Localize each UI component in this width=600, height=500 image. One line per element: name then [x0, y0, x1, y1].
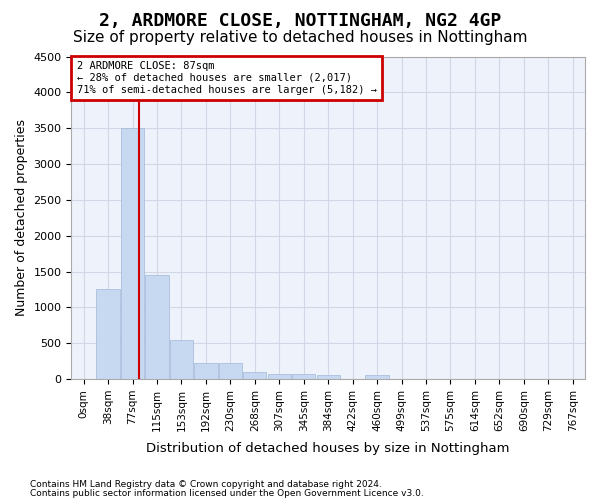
Bar — [292, 374, 316, 379]
Bar — [145, 275, 169, 379]
Bar — [97, 290, 120, 379]
Bar — [365, 376, 389, 379]
Bar — [170, 340, 193, 379]
Text: 2, ARDMORE CLOSE, NOTTINGHAM, NG2 4GP: 2, ARDMORE CLOSE, NOTTINGHAM, NG2 4GP — [99, 12, 501, 30]
Bar — [121, 128, 144, 379]
Text: 2 ARDMORE CLOSE: 87sqm
← 28% of detached houses are smaller (2,017)
71% of semi-: 2 ARDMORE CLOSE: 87sqm ← 28% of detached… — [77, 62, 377, 94]
Bar — [243, 372, 266, 379]
Bar — [219, 363, 242, 379]
X-axis label: Distribution of detached houses by size in Nottingham: Distribution of detached houses by size … — [146, 442, 510, 455]
Bar — [194, 363, 218, 379]
Text: Size of property relative to detached houses in Nottingham: Size of property relative to detached ho… — [73, 30, 527, 45]
Bar — [268, 374, 291, 379]
Bar — [317, 376, 340, 379]
Text: Contains public sector information licensed under the Open Government Licence v3: Contains public sector information licen… — [30, 488, 424, 498]
Y-axis label: Number of detached properties: Number of detached properties — [15, 120, 28, 316]
Text: Contains HM Land Registry data © Crown copyright and database right 2024.: Contains HM Land Registry data © Crown c… — [30, 480, 382, 489]
